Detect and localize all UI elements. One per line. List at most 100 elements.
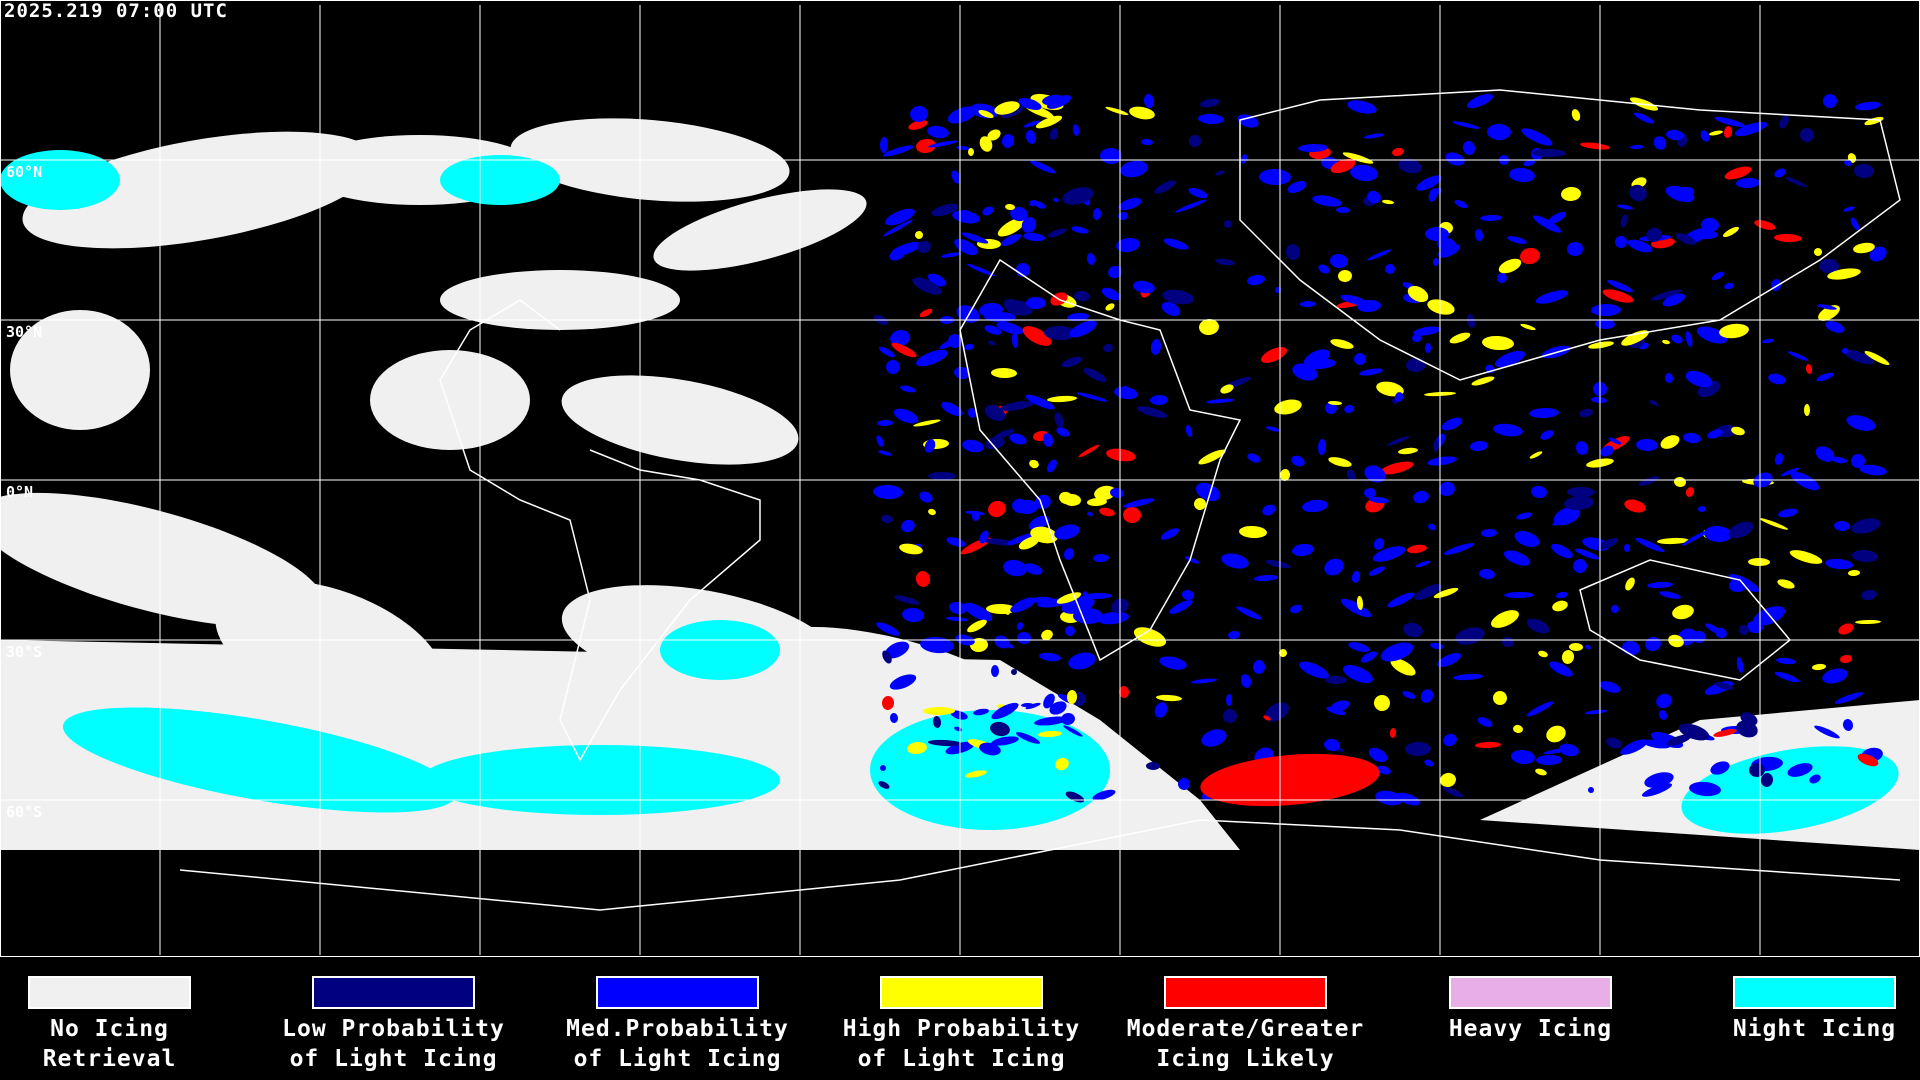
icing-cell (1455, 627, 1485, 645)
icing-cell (928, 140, 958, 148)
icing-cell (1588, 787, 1594, 793)
icing-cell (1346, 469, 1356, 481)
legend-label: Retrieval (42, 1046, 177, 1072)
icing-cell (1006, 643, 1014, 649)
icing-cell (1105, 303, 1115, 311)
icing-cell (1143, 94, 1155, 108)
icing-cell (1624, 499, 1646, 513)
icing-cell (1861, 589, 1877, 601)
icing-cell (1481, 528, 1497, 538)
icing-cell (1076, 392, 1108, 402)
icing-cell (1336, 206, 1350, 214)
icing-cell (1390, 658, 1416, 676)
icing-cell (1774, 671, 1800, 683)
icing-cell (1494, 350, 1526, 368)
icing-cell (916, 138, 936, 154)
icing-cell (1154, 702, 1168, 718)
icing-cell (1312, 195, 1342, 207)
icing-cell (1030, 160, 1056, 174)
icing-cell (1299, 661, 1329, 679)
night-icing-area (660, 620, 780, 680)
icing-cell (988, 340, 996, 346)
icing-cell (951, 170, 961, 184)
icing-cell (1649, 400, 1659, 406)
icing-cell (1698, 505, 1706, 513)
icing-cell (1011, 332, 1019, 348)
icing-cell (1536, 754, 1562, 766)
icing-cell (1000, 233, 1022, 247)
icing-cell (962, 439, 984, 453)
icing-cell (1734, 121, 1768, 137)
icing-cell (1413, 326, 1441, 336)
icing-cell (919, 308, 933, 318)
icing-cell (1656, 693, 1672, 709)
no-icing-area (653, 189, 867, 271)
icing-cell (1364, 465, 1386, 483)
legend-label: of Light Icing (857, 1046, 1066, 1072)
icing-cell (1194, 498, 1206, 510)
icing-cell (979, 742, 1001, 756)
icing-cell (923, 706, 955, 716)
icing-cell (1567, 486, 1595, 498)
icing-cell (1066, 690, 1078, 704)
no-icing-area (215, 580, 445, 720)
icing-cell (879, 346, 895, 358)
icing-cell (1328, 400, 1342, 406)
icing-cell (1056, 592, 1082, 604)
coastline (439, 299, 761, 762)
icing-cell (1146, 761, 1160, 771)
icing-cell (1516, 512, 1532, 520)
night-icing-area (420, 745, 780, 815)
icing-cell (927, 273, 947, 287)
icing-cell (1676, 186, 1694, 198)
icing-cell (1010, 597, 1036, 613)
icing-cell (1736, 720, 1758, 738)
icing-cell (889, 249, 905, 261)
legend-label: Low Probability (282, 1016, 505, 1042)
lat-label-0n: 0°N (6, 483, 34, 501)
icing-cell (1641, 783, 1673, 797)
icing-cell (1664, 373, 1674, 383)
icing-cell (1359, 368, 1383, 376)
icing-cell (1428, 523, 1436, 531)
icing-cell (1292, 543, 1314, 557)
icing-cell (1724, 282, 1734, 290)
icing-cell (1650, 289, 1682, 301)
icing-cell (1731, 426, 1745, 436)
icing-cell (1047, 459, 1057, 473)
icing-cell (1097, 611, 1129, 625)
icing-cell (1330, 339, 1354, 349)
icing-cell (1150, 339, 1162, 355)
legend-moderate-greater: Moderate/Greater Icing Likely (1127, 976, 1363, 1072)
icing-cell (1123, 506, 1141, 524)
icing-cell (1503, 550, 1531, 566)
icing-cell (1302, 499, 1328, 513)
icing-cell (967, 619, 987, 633)
icing-cell (1441, 417, 1463, 431)
icing-cell (1689, 781, 1721, 797)
icing-cell (1707, 429, 1723, 439)
icing-cell (1675, 233, 1697, 245)
icing-cell (1713, 729, 1737, 737)
icing-cell (1834, 520, 1850, 532)
icing-cell (1636, 438, 1658, 452)
icing-cell (1439, 481, 1455, 497)
icing-cell (973, 708, 989, 716)
icing-cell (1722, 226, 1740, 238)
coastline (1579, 559, 1792, 681)
icing-cell (880, 765, 886, 771)
icing-cell (1471, 376, 1495, 386)
icing-cell (1529, 451, 1543, 459)
icing-cell (1819, 258, 1839, 274)
icing-cell (894, 595, 920, 605)
icing-cell (1279, 649, 1287, 657)
icing-cell (1711, 271, 1725, 281)
icing-cell (1005, 203, 1015, 211)
icing-cell (908, 120, 928, 130)
icing-cell (1043, 693, 1055, 709)
icing-cell (1069, 320, 1097, 338)
icing-cell (1291, 455, 1305, 467)
icing-cell (1239, 525, 1267, 539)
icing-cell (1855, 619, 1881, 625)
icing-cell (1068, 652, 1096, 670)
